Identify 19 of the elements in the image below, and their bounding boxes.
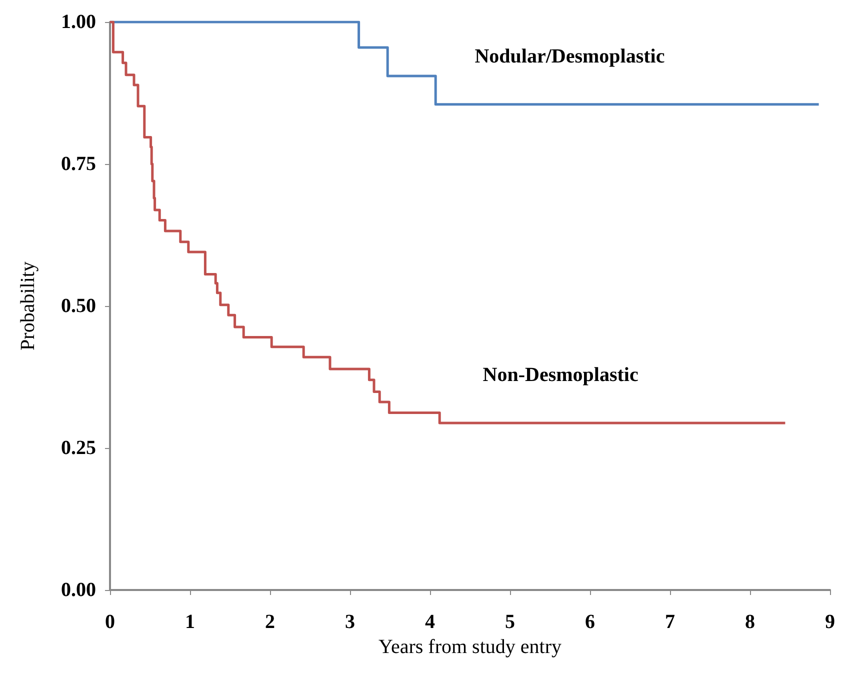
x-tick-label: 3	[345, 611, 355, 633]
x-tick-label: 8	[745, 611, 755, 633]
y-tick-label: 0.50	[61, 295, 96, 317]
x-tick-label: 6	[585, 611, 595, 633]
x-tick-label: 1	[185, 611, 195, 633]
y-tick-label: 0.25	[61, 437, 96, 459]
x-axis-title: Years from study entry	[378, 636, 562, 658]
x-tick-label: 4	[425, 611, 435, 633]
x-tick-label: 0	[105, 611, 115, 633]
x-tick-label: 5	[505, 611, 515, 633]
x-tick-label: 9	[825, 611, 835, 633]
y-axis-title: Probability	[17, 262, 39, 350]
x-tick-label: 2	[265, 611, 275, 633]
y-tick-label: 0.75	[61, 153, 96, 175]
series-label: Nodular/Desmoplastic	[474, 45, 665, 68]
y-tick-label: 0.00	[61, 579, 96, 601]
x-tick-label: 7	[665, 611, 675, 633]
y-tick-label: 1.00	[61, 11, 96, 33]
series-label: Non-Desmoplastic	[482, 364, 638, 386]
